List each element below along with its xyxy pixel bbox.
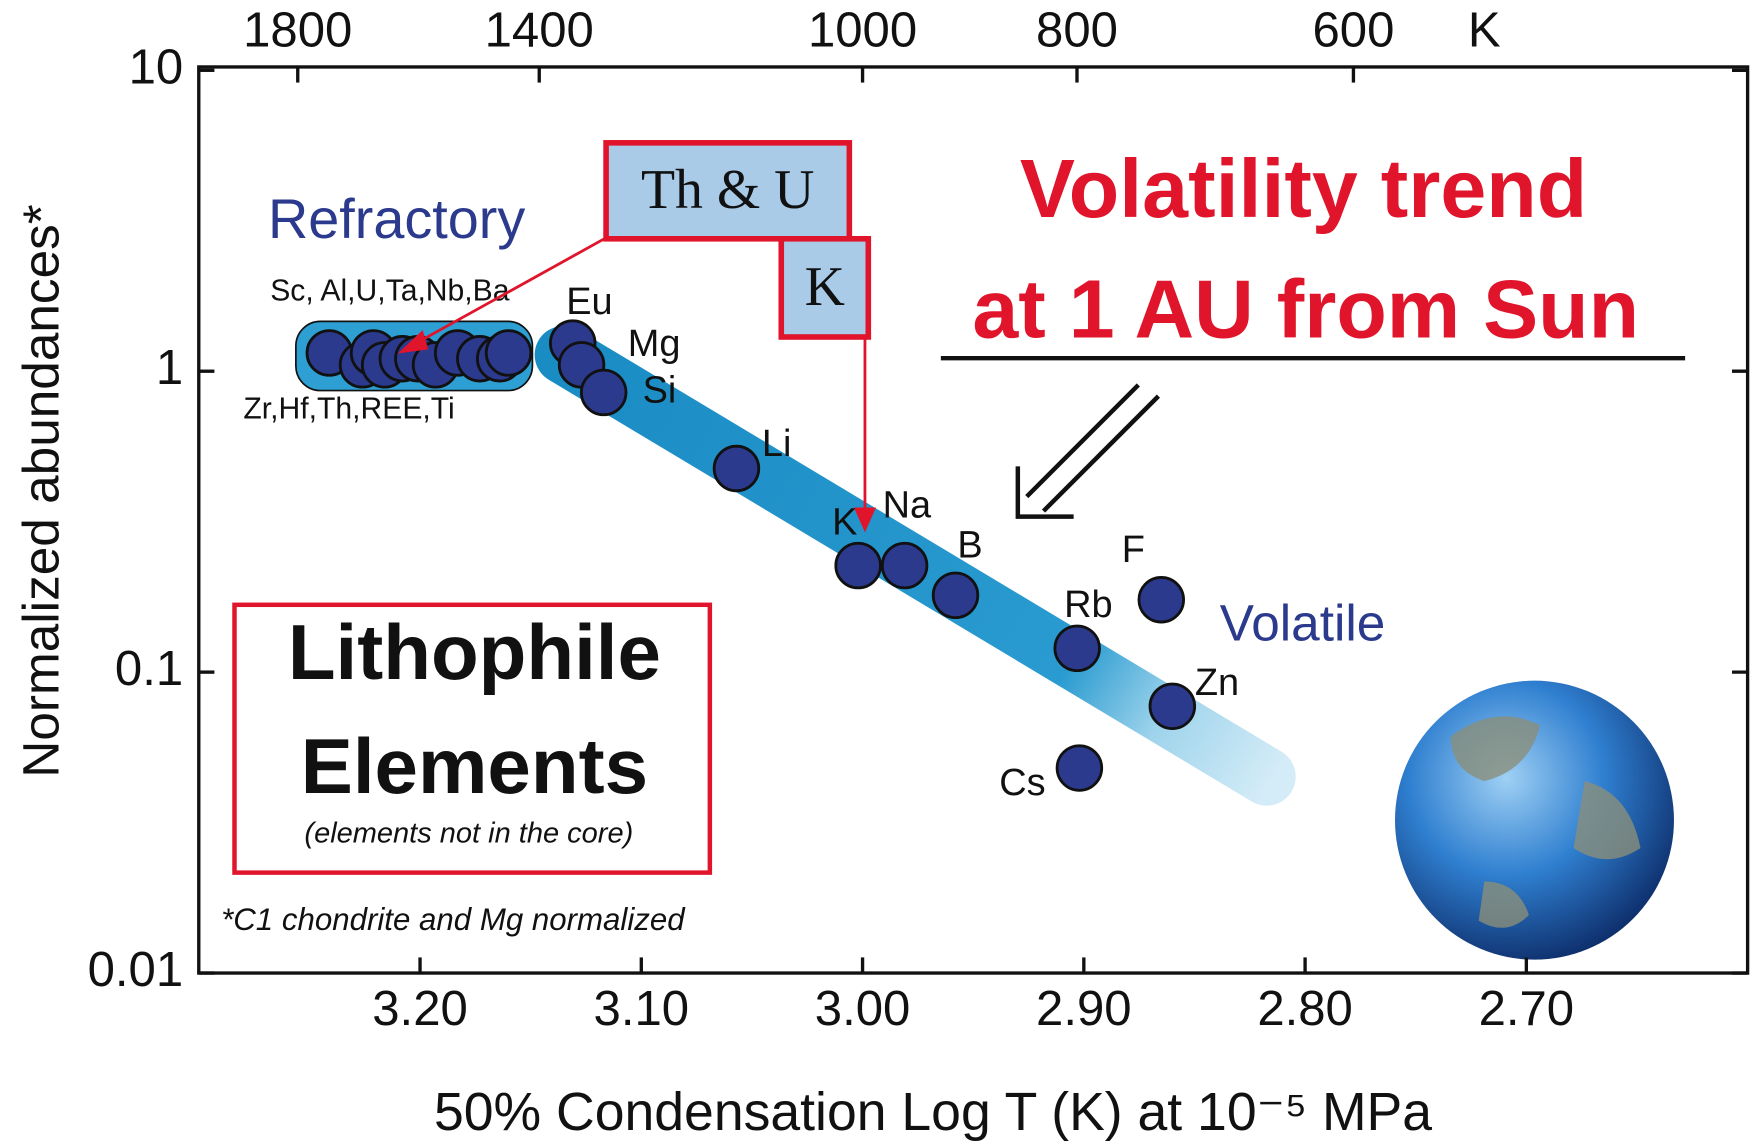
point-label: B bbox=[957, 524, 982, 566]
y-tick-label: 1 bbox=[156, 341, 183, 395]
point-label: Li bbox=[762, 423, 792, 465]
top-tick-label: 1400 bbox=[485, 3, 594, 57]
data-point bbox=[714, 446, 759, 491]
box-title: Lithophile bbox=[288, 608, 661, 696]
point-label: F bbox=[1122, 529, 1145, 571]
chart: Sc, Al,U,Ta,Nb,Ba Zr,Hf,Th,REE,Ti Refrac… bbox=[0, 0, 1750, 1146]
globe bbox=[1395, 681, 1674, 960]
refractory-label: Refractory bbox=[268, 187, 525, 250]
x-tick-label: 2.70 bbox=[1479, 982, 1575, 1036]
x-tick-label: 3.00 bbox=[815, 982, 911, 1036]
x-tick-label: 2.90 bbox=[1036, 982, 1132, 1036]
point-label: Eu bbox=[566, 281, 612, 323]
top-tick-label: 1800 bbox=[243, 3, 352, 57]
group-label: Zr,Hf,Th,REE,Ti bbox=[243, 393, 454, 426]
y-tick-label: 0.01 bbox=[88, 943, 184, 997]
data-point bbox=[486, 331, 531, 376]
point-label: K bbox=[832, 501, 857, 543]
point-label: Na bbox=[883, 485, 932, 527]
data-point bbox=[1057, 746, 1102, 791]
trend-title: at 1 AU from Sun bbox=[972, 264, 1639, 356]
y-tick-label: 0.1 bbox=[115, 642, 183, 696]
box-label: Th & U bbox=[641, 159, 815, 221]
top-tick-label: 800 bbox=[1036, 3, 1118, 57]
group-label: Sc, Al,U,Ta,Nb,Ba bbox=[270, 274, 510, 307]
y-tick-label: 10 bbox=[129, 40, 184, 94]
volatile-label: Volatile bbox=[1220, 595, 1386, 652]
trend-title: Volatility trend bbox=[1020, 143, 1587, 235]
data-point bbox=[581, 370, 626, 415]
top-tick-label: 1000 bbox=[808, 3, 917, 57]
x-tick-label: 2.80 bbox=[1257, 982, 1353, 1036]
data-point bbox=[933, 573, 978, 618]
data-point bbox=[836, 543, 881, 588]
data-point bbox=[1139, 577, 1184, 622]
x-tick-label: 3.10 bbox=[594, 982, 690, 1036]
footnote: *C1 chondrite and Mg normalized bbox=[221, 902, 686, 937]
top-tick-label: 600 bbox=[1312, 3, 1394, 57]
point-label: Rb bbox=[1064, 584, 1112, 626]
point-label: Mg bbox=[628, 323, 681, 365]
x-axis-label: 50% Condensation Log T (K) at 10⁻⁵ MPa bbox=[434, 1083, 1432, 1142]
box-title: Elements bbox=[301, 722, 648, 810]
box-label: K bbox=[805, 256, 845, 318]
data-point bbox=[882, 543, 927, 588]
point-label: Zn bbox=[1195, 662, 1239, 704]
y-axis-label: Normalized abundances* bbox=[12, 204, 69, 778]
point-label: Si bbox=[643, 369, 677, 411]
box-note: (elements not in the core) bbox=[304, 817, 633, 849]
data-point bbox=[1055, 626, 1100, 671]
x-tick-label: 3.20 bbox=[372, 982, 468, 1036]
top-axis-unit: K bbox=[1468, 3, 1501, 57]
trend-arrow bbox=[1018, 385, 1159, 517]
data-point bbox=[1150, 684, 1195, 729]
point-label: Cs bbox=[999, 762, 1045, 804]
